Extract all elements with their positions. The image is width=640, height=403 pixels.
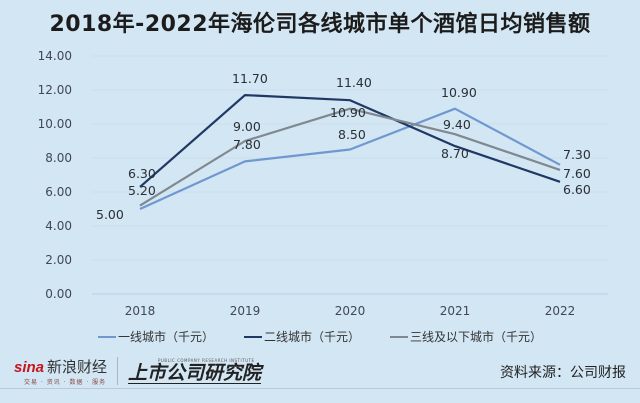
legend-swatch-tier2	[243, 335, 262, 338]
x-tick-label: 2019	[230, 304, 261, 318]
data-label: 9.00	[233, 119, 261, 134]
data-label: 6.30	[128, 166, 156, 181]
data-label: 8.70	[441, 146, 469, 161]
y-tick-label: 12.00	[38, 83, 72, 97]
y-tick-label: 10.00	[38, 117, 72, 131]
y-tick-label: 4.00	[45, 219, 72, 233]
legend-item-tier2: 二线城市（千元）	[243, 328, 360, 345]
y-tick-label: 2.00	[45, 253, 72, 267]
x-tick-label: 2022	[545, 304, 576, 318]
x-tick-label: 2018	[125, 304, 156, 318]
data-label: 5.00	[96, 207, 124, 222]
y-axis-ticks: 0.00 2.00 4.00 6.00 8.00 10.00 12.00 14.00	[38, 49, 72, 301]
legend-swatch-tier1	[97, 335, 116, 338]
institute-english-name: PUBLIC COMPANY RESEARCH INSTITUTE	[158, 358, 255, 363]
x-axis-ticks: 2018 2019 2020 2021 2022	[125, 304, 576, 318]
series-line-3	[139, 107, 561, 207]
data-label: 10.90	[330, 105, 366, 120]
series-line-2	[139, 93, 561, 188]
data-source-note: 资料来源：公司财报	[500, 365, 626, 381]
line-chart: 0.00 2.00 4.00 6.00 8.00 10.00 12.00 14.00 2018…	[38, 49, 608, 318]
footer-logos: sina 新浪财经 交易 · 资讯 · 数据 · 服务 PUBLIC COMPA…	[14, 356, 262, 386]
data-label: 7.80	[233, 137, 261, 152]
footer-rule	[0, 388, 640, 389]
sina-eye-logo-icon: sina	[14, 359, 45, 376]
series-line-1	[139, 107, 561, 211]
data-label: 6.60	[563, 182, 591, 197]
data-label: 11.70	[232, 71, 268, 86]
data-label: 5.20	[128, 183, 156, 198]
y-tick-label: 0.00	[45, 287, 72, 301]
legend-item-tier3: 三线及以下城市（千元）	[390, 328, 542, 345]
data-labels: 5.00 6.30 5.20 11.70 9.00 7.80 11.40 10.90 8.50 1…	[96, 71, 591, 222]
data-label: 8.50	[338, 127, 366, 142]
x-tick-label: 2020	[335, 304, 366, 318]
research-institute-logo: PUBLIC COMPANY RESEARCH INSTITUTE 上市公司研究…	[128, 358, 262, 384]
sina-finance-name: 新浪财经	[47, 358, 108, 376]
chart-legend: 一线城市（千元） 二线城市（千元） 三线及以下城市（千元）	[0, 328, 640, 345]
logo-divider	[117, 357, 119, 385]
sina-tagline: 交易 · 资讯 · 数据 · 服务	[24, 379, 107, 386]
y-tick-label: 6.00	[45, 185, 72, 199]
gridlines	[92, 55, 608, 295]
data-label: 11.40	[336, 75, 372, 90]
data-label: 10.90	[441, 85, 477, 100]
legend-item-tier1: 一线城市（千元）	[97, 328, 214, 345]
data-label: 7.60	[563, 166, 591, 181]
series-lines	[139, 93, 561, 211]
y-tick-label: 8.00	[45, 151, 72, 165]
legend-label: 三线及以下城市（千元）	[410, 330, 543, 344]
legend-swatch-tier3	[390, 335, 408, 338]
sina-finance-logo: sina 新浪财经 交易 · 资讯 · 数据 · 服务	[14, 356, 107, 386]
data-label: 7.30	[563, 147, 591, 162]
legend-label: 一线城市（千元）	[117, 330, 214, 344]
y-tick-label: 14.00	[38, 49, 72, 63]
chart-title: 2018年-2022年海伦司各线城市单个酒馆日均销售额	[49, 12, 591, 37]
legend-label: 二线城市（千元）	[263, 330, 360, 344]
institute-chinese-name: 上市公司研究院	[128, 362, 262, 384]
data-label: 9.40	[443, 117, 471, 132]
x-tick-label: 2021	[440, 304, 471, 318]
